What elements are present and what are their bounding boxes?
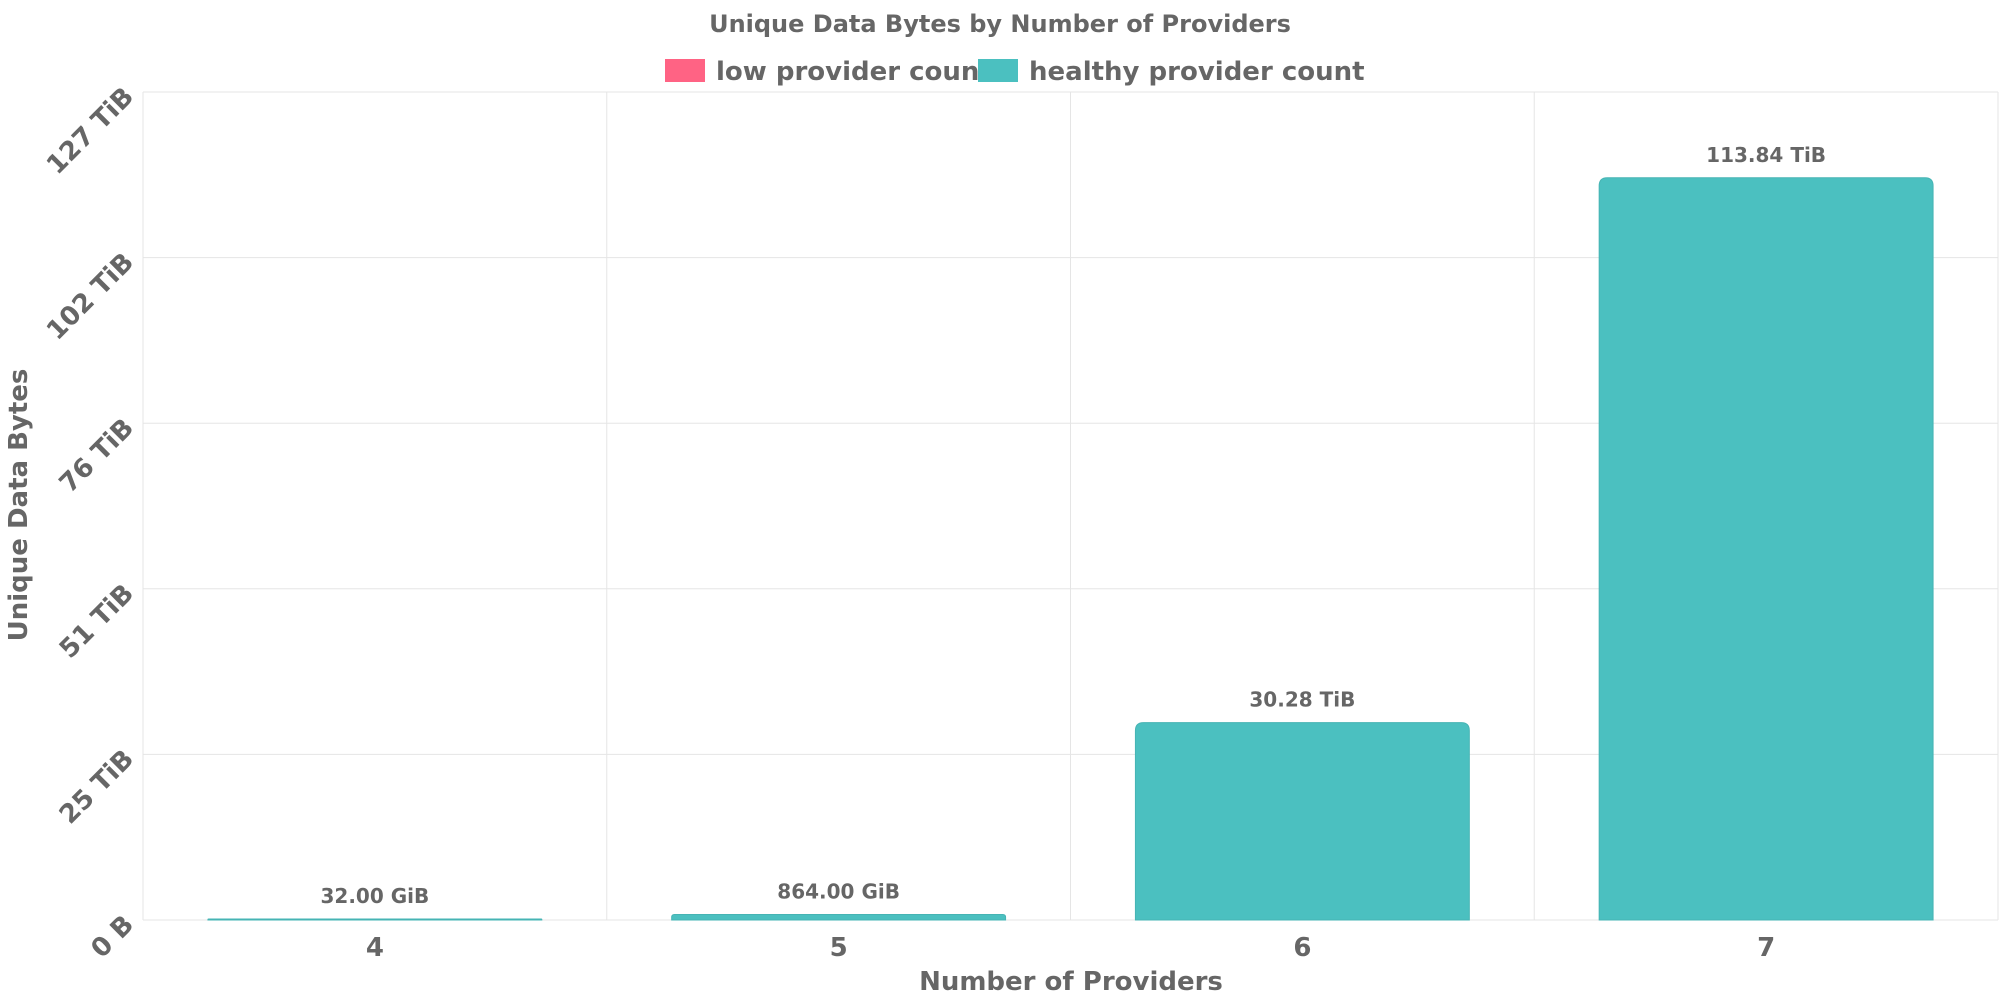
x-tick-label: 7 (1757, 933, 1775, 963)
bar-data-label: 30.28 TiB (1249, 688, 1355, 712)
legend-label[interactable]: healthy provider count (1029, 57, 1365, 87)
bar[interactable] (1598, 177, 1934, 921)
x-tick-label: 4 (366, 933, 384, 963)
grid-layer (142, 91, 1999, 921)
legend-swatch (978, 59, 1018, 82)
legend-swatch (665, 59, 705, 82)
bar[interactable] (1134, 722, 1470, 921)
y-tick-label: 127 TiB (41, 82, 140, 181)
bar-layer (207, 177, 1934, 921)
chart-title: Unique Data Bytes by Number of Providers (709, 10, 1291, 38)
bar-data-label: 32.00 GiB (321, 884, 430, 908)
label-layer: 0 B 25 TiB 51 TiB 76 TiB 102 TiB 127 TiB 32.00… (41, 82, 1826, 964)
y-tick-label: 76 TiB (54, 413, 140, 499)
bar[interactable] (207, 918, 543, 921)
y-axis-title: Unique Data Bytes (4, 369, 34, 642)
y-tick-label: 25 TiB (54, 744, 140, 830)
legend: low provider count healthy provider count (665, 57, 1365, 87)
x-tick-label: 6 (1293, 933, 1311, 963)
bar[interactable] (671, 913, 1007, 921)
y-tick-label: 51 TiB (54, 579, 140, 665)
y-tick-label: 0 B (86, 910, 140, 964)
y-tick-label: 102 TiB (41, 247, 140, 346)
legend-label[interactable]: low provider count (716, 57, 992, 87)
bar-data-label: 864.00 GiB (777, 879, 900, 903)
x-axis-title: Number of Providers (919, 967, 1223, 997)
x-tick-label: 5 (830, 933, 848, 963)
bar-data-label: 113.84 TiB (1706, 143, 1826, 167)
